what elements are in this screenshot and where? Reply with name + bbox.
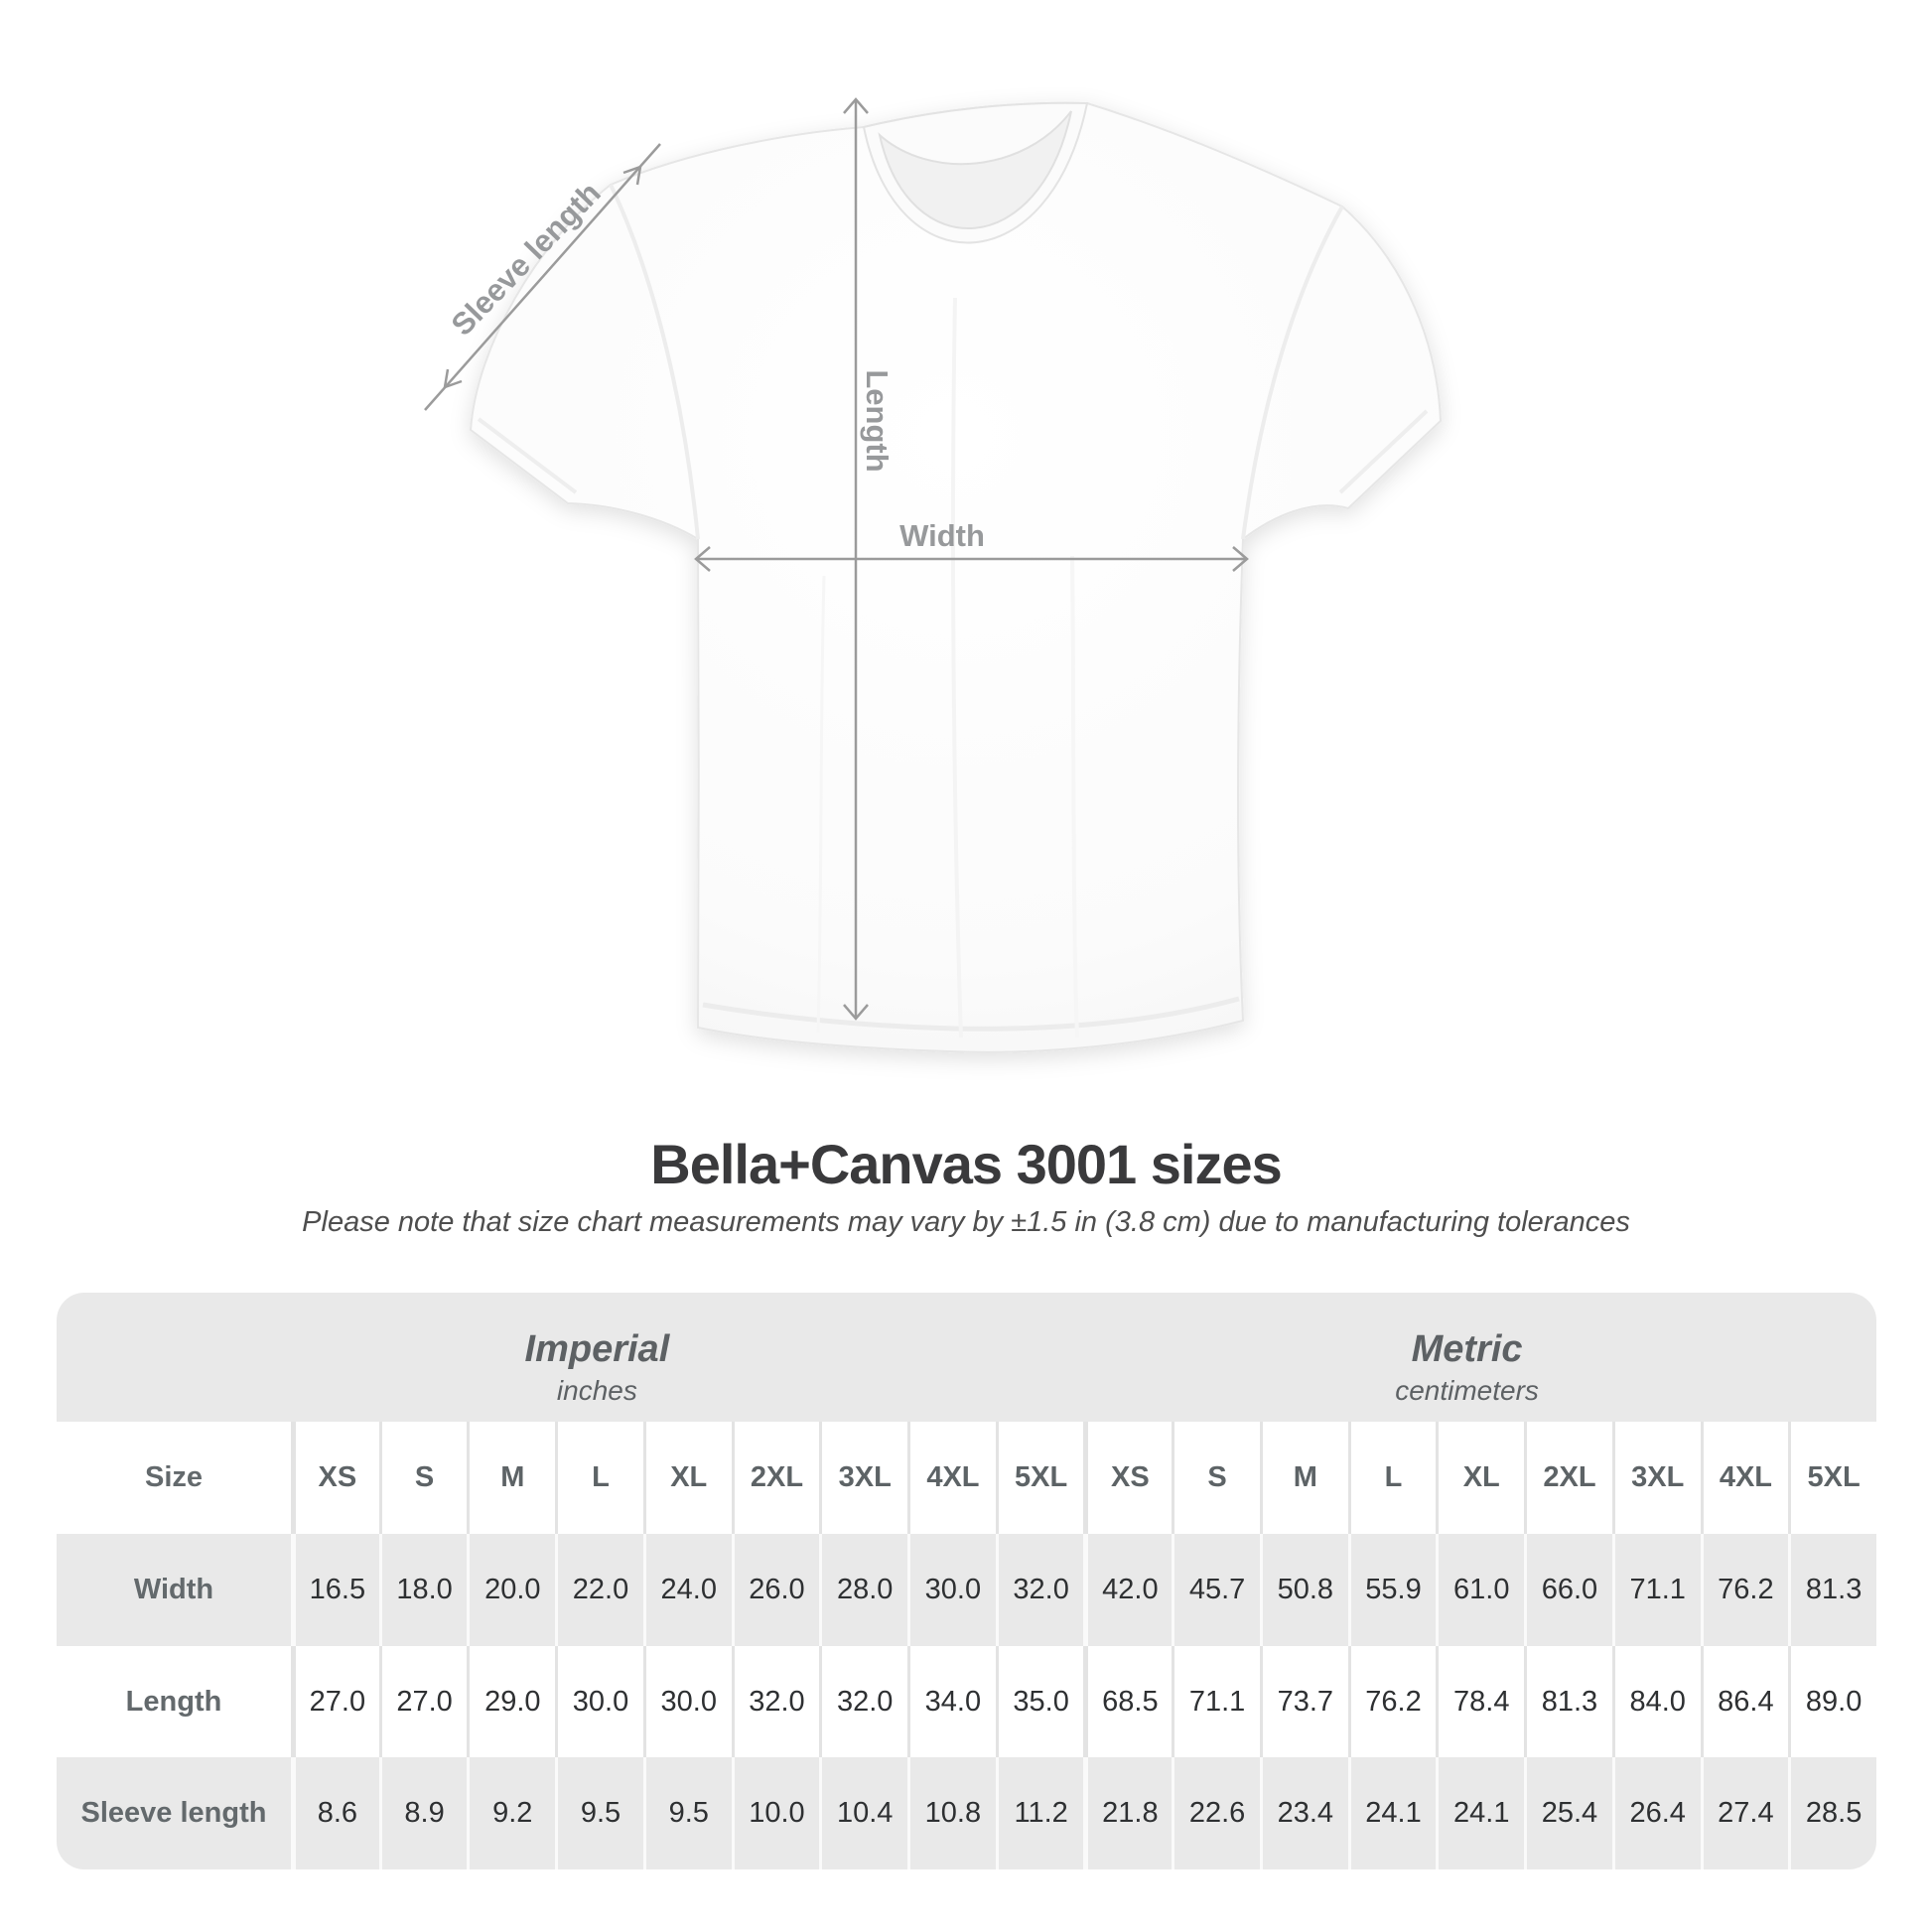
measurement-arrows <box>424 97 1249 1021</box>
length-value: 78.4 <box>1436 1646 1524 1757</box>
width-value: 18.0 <box>378 1534 468 1646</box>
width-row: Width 16.5 18.0 20.0 22.0 24.0 26.0 28.0… <box>57 1534 1876 1646</box>
imperial-unit: inches <box>556 1375 637 1406</box>
page-subtitle: Please note that size chart measurements… <box>302 1206 1630 1238</box>
sleeve-value: 9.2 <box>467 1757 555 1869</box>
length-value: 32.0 <box>731 1646 820 1757</box>
width-label: Width <box>899 518 985 553</box>
sleeve-value: 8.9 <box>378 1757 468 1869</box>
length-label: Length <box>860 369 895 473</box>
width-value: 61.0 <box>1436 1534 1524 1646</box>
imperial-label: Imperial <box>524 1328 670 1370</box>
size-header: XS <box>291 1422 379 1534</box>
size-header: L <box>555 1422 643 1534</box>
width-value: 22.0 <box>555 1534 643 1646</box>
width-value: 32.0 <box>995 1534 1084 1646</box>
page-title: Bella+Canvas 3001 sizes <box>650 1133 1282 1195</box>
size-header: M <box>467 1422 555 1534</box>
size-header: 4XL <box>907 1422 996 1534</box>
width-value: 24.0 <box>642 1534 732 1646</box>
sleeve-value: 11.2 <box>995 1757 1084 1869</box>
width-value: 50.8 <box>1259 1534 1348 1646</box>
length-value: 68.5 <box>1083 1646 1172 1757</box>
width-value: 30.0 <box>907 1534 996 1646</box>
collar-opening <box>878 110 1072 230</box>
units-header-row: Imperial inches Metric centimeters <box>57 1293 1876 1422</box>
tshirt-measurement-diagram <box>424 97 1443 1053</box>
size-header-row: Size XS S M L XL 2XL 3XL 4XL 5XL XS S M … <box>57 1422 1876 1534</box>
length-value: 30.0 <box>555 1646 643 1757</box>
sleeve-value: 10.0 <box>731 1757 820 1869</box>
size-header: 5XL <box>1788 1422 1876 1534</box>
length-value: 71.1 <box>1172 1646 1260 1757</box>
width-value: 71.1 <box>1611 1534 1701 1646</box>
size-header: 5XL <box>995 1422 1084 1534</box>
size-header: 3XL <box>1611 1422 1701 1534</box>
width-value: 20.0 <box>467 1534 555 1646</box>
sleeve-value: 23.4 <box>1259 1757 1348 1869</box>
length-value: 35.0 <box>995 1646 1084 1757</box>
width-arrow <box>694 546 1249 572</box>
sleeve-value: 28.5 <box>1788 1757 1876 1869</box>
width-value: 55.9 <box>1347 1534 1437 1646</box>
sleeve-value: 24.1 <box>1347 1757 1437 1869</box>
size-header: XL <box>642 1422 732 1534</box>
sleeve-value: 9.5 <box>642 1757 732 1869</box>
length-value: 32.0 <box>819 1646 907 1757</box>
row-label-sleeve-length: Sleeve length <box>80 1797 267 1829</box>
size-header: XL <box>1436 1422 1524 1534</box>
size-header: 4XL <box>1700 1422 1789 1534</box>
length-value: 81.3 <box>1524 1646 1612 1757</box>
sleeve-value: 27.4 <box>1700 1757 1789 1869</box>
sleeve-length-row: Sleeve length 8.6 8.9 9.2 9.5 9.5 10.0 1… <box>57 1757 1876 1869</box>
row-label-width: Width <box>133 1574 214 1605</box>
sleeve-value: 8.6 <box>291 1757 379 1869</box>
size-table: Imperial inches Metric centimeters Size … <box>57 1293 1876 1869</box>
length-row: Length 27.0 27.0 29.0 30.0 30.0 32.0 32.… <box>57 1646 1876 1757</box>
metric-section-header: Metric centimeters <box>1395 1293 1539 1422</box>
sleeve-value: 24.1 <box>1436 1757 1524 1869</box>
sleeve-value: 22.6 <box>1172 1757 1260 1869</box>
sleeve-value: 10.4 <box>819 1757 907 1869</box>
width-value: 66.0 <box>1524 1534 1612 1646</box>
width-value: 28.0 <box>819 1534 907 1646</box>
sleeve-value: 25.4 <box>1524 1757 1612 1869</box>
width-value: 16.5 <box>291 1534 379 1646</box>
size-header: S <box>1172 1422 1260 1534</box>
length-value: 89.0 <box>1788 1646 1876 1757</box>
size-header: M <box>1259 1422 1348 1534</box>
length-value: 76.2 <box>1347 1646 1437 1757</box>
tshirt-body <box>469 101 1443 1053</box>
size-column-header: Size <box>144 1461 204 1493</box>
length-value: 34.0 <box>907 1646 996 1757</box>
length-value: 30.0 <box>642 1646 732 1757</box>
length-value: 86.4 <box>1700 1646 1789 1757</box>
sleeve-value: 21.8 <box>1083 1757 1172 1869</box>
width-value: 76.2 <box>1700 1534 1789 1646</box>
size-header: 2XL <box>1524 1422 1612 1534</box>
sleeve-length-arrow <box>424 143 661 411</box>
length-value: 29.0 <box>467 1646 555 1757</box>
sleeve-value: 10.8 <box>907 1757 996 1869</box>
width-value: 81.3 <box>1788 1534 1876 1646</box>
length-value: 27.0 <box>378 1646 468 1757</box>
width-value: 26.0 <box>731 1534 820 1646</box>
sleeve-value: 26.4 <box>1611 1757 1701 1869</box>
row-label-length: Length <box>125 1685 222 1718</box>
size-header: XS <box>1083 1422 1172 1534</box>
size-header: 2XL <box>731 1422 820 1534</box>
length-value: 27.0 <box>291 1646 379 1757</box>
imperial-section-header: Imperial inches <box>525 1293 670 1422</box>
length-value: 84.0 <box>1611 1646 1701 1757</box>
width-value: 42.0 <box>1083 1534 1172 1646</box>
metric-label: Metric <box>1411 1328 1523 1370</box>
size-header: 3XL <box>819 1422 907 1534</box>
metric-unit: centimeters <box>1395 1375 1539 1406</box>
sleeve-value: 9.5 <box>555 1757 643 1869</box>
width-value: 45.7 <box>1172 1534 1260 1646</box>
size-header: L <box>1347 1422 1437 1534</box>
size-header: S <box>378 1422 468 1534</box>
length-value: 73.7 <box>1259 1646 1348 1757</box>
